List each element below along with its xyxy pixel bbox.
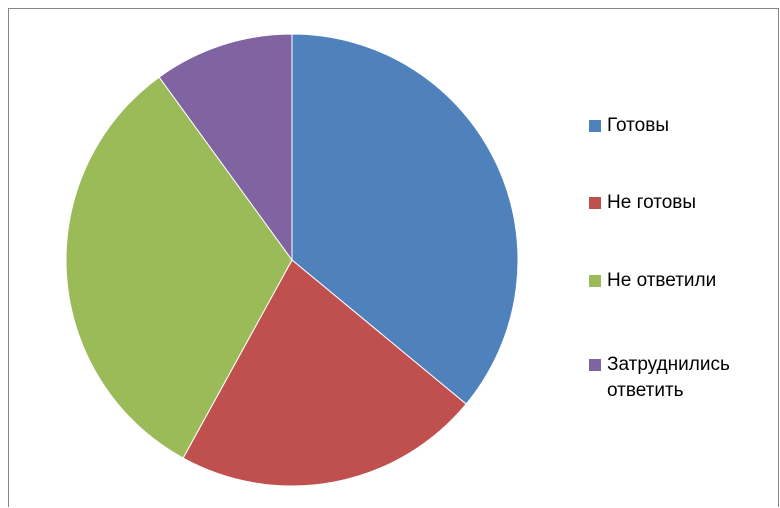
legend-item-2: Не ответили [589, 268, 767, 294]
legend-swatch [589, 359, 601, 371]
legend-item-0: Готовы [589, 113, 767, 139]
pie-slices [65, 33, 519, 487]
pie-slice-0 [291, 33, 519, 405]
pie-slice-2 [65, 76, 293, 459]
pie-slice-3 [158, 33, 293, 262]
legend-swatch [589, 197, 601, 209]
legend-label: Не готовы [607, 192, 697, 213]
legend-swatch [589, 275, 601, 287]
pie-slice-1 [182, 259, 467, 487]
legend-label: Затруднились ответить [607, 354, 730, 401]
legend-swatch [589, 120, 601, 132]
legend-item-1: Не готовы [589, 190, 767, 216]
legend-item-3: Затруднились ответить [589, 352, 767, 404]
legend-label: Готовы [607, 115, 669, 136]
legend-label: Не ответили [607, 270, 717, 291]
